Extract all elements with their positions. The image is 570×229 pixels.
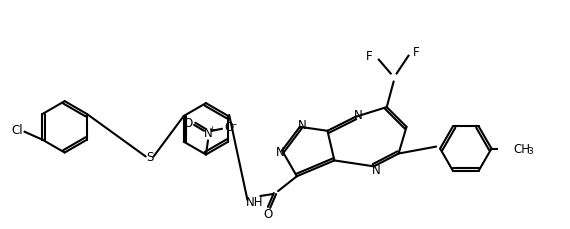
Text: N: N xyxy=(203,127,212,140)
Text: O: O xyxy=(263,207,273,220)
Text: N: N xyxy=(354,109,363,122)
Text: -: - xyxy=(233,118,237,128)
Text: NH: NH xyxy=(246,196,263,209)
Text: 3: 3 xyxy=(527,146,533,155)
Text: Cl: Cl xyxy=(11,124,23,137)
Text: N: N xyxy=(372,163,380,176)
Text: CH: CH xyxy=(513,142,530,155)
Text: F: F xyxy=(366,50,372,63)
Text: F: F xyxy=(413,46,420,59)
Text: O: O xyxy=(184,117,193,130)
Text: O: O xyxy=(224,121,233,134)
Text: N: N xyxy=(298,119,306,132)
Text: +: + xyxy=(209,125,215,134)
Text: N: N xyxy=(276,145,284,158)
Text: S: S xyxy=(146,150,153,163)
